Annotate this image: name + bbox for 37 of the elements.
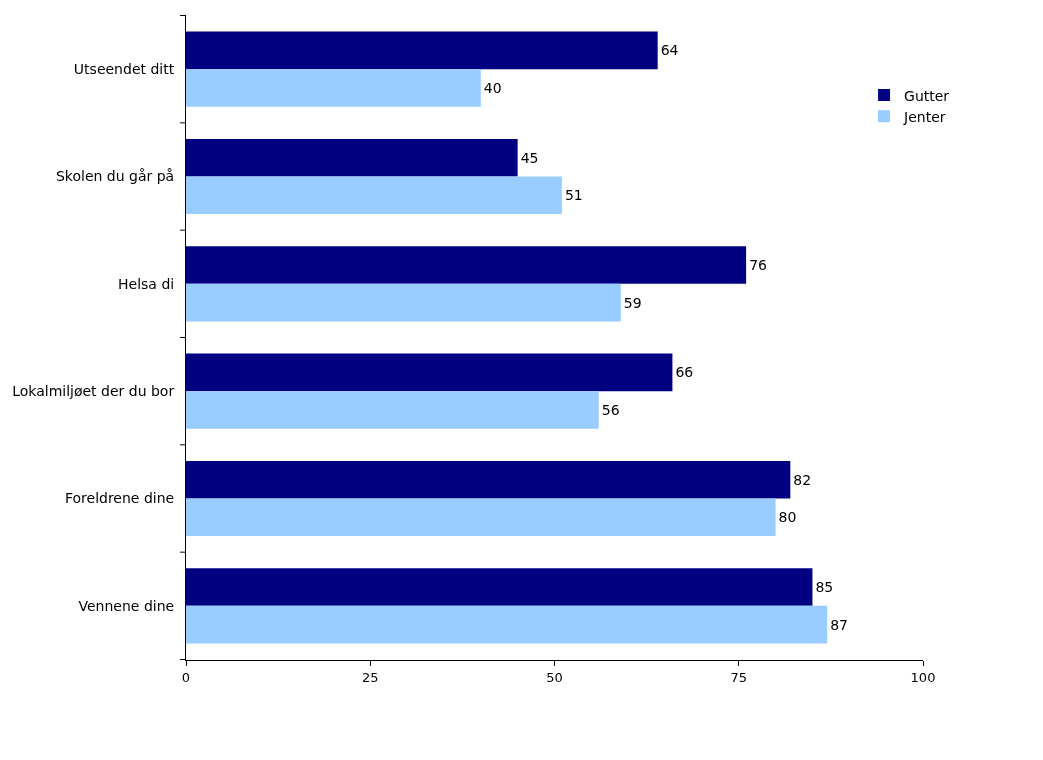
bar [186, 391, 599, 429]
y-tick-label: Helsa di [118, 275, 175, 292]
bar [186, 568, 813, 606]
data-label: 76 [749, 257, 768, 274]
bar [186, 498, 776, 537]
data-label: 87 [830, 616, 849, 633]
y-tick-label: Vennene dine [78, 597, 175, 614]
bar [186, 31, 658, 70]
data-label: 56 [601, 401, 620, 418]
bar [186, 605, 828, 644]
data-label: 85 [815, 579, 834, 596]
bar [186, 69, 481, 107]
data-label: 80 [778, 509, 797, 526]
bar [186, 138, 518, 177]
bar [186, 353, 673, 392]
data-label: 66 [675, 364, 694, 381]
bar [186, 246, 747, 284]
x-tick-label: 100 [910, 669, 936, 685]
x-tick-label: 75 [730, 669, 748, 685]
data-label: 59 [623, 294, 642, 311]
bar [186, 460, 791, 499]
y-tick-label: Lokalmiljøet der du bor [12, 383, 175, 400]
legend-label: Gutter [904, 87, 950, 104]
data-label: 40 [483, 79, 502, 96]
data-label: 51 [564, 187, 583, 204]
data-label: 45 [520, 149, 539, 166]
data-label: 82 [793, 471, 812, 488]
x-tick-label: 25 [361, 669, 379, 685]
y-tick-label: Utseendet ditt [73, 61, 175, 78]
bar [186, 176, 562, 215]
y-tick-label: Skolen du går på [55, 168, 175, 185]
bar [186, 283, 621, 322]
y-tick-label: Foreldrene dine [64, 490, 175, 507]
data-label: 64 [660, 42, 679, 59]
legend-label: Jenter [903, 108, 946, 125]
x-tick-label: 0 [181, 669, 191, 685]
x-tick-label: 50 [546, 669, 563, 685]
